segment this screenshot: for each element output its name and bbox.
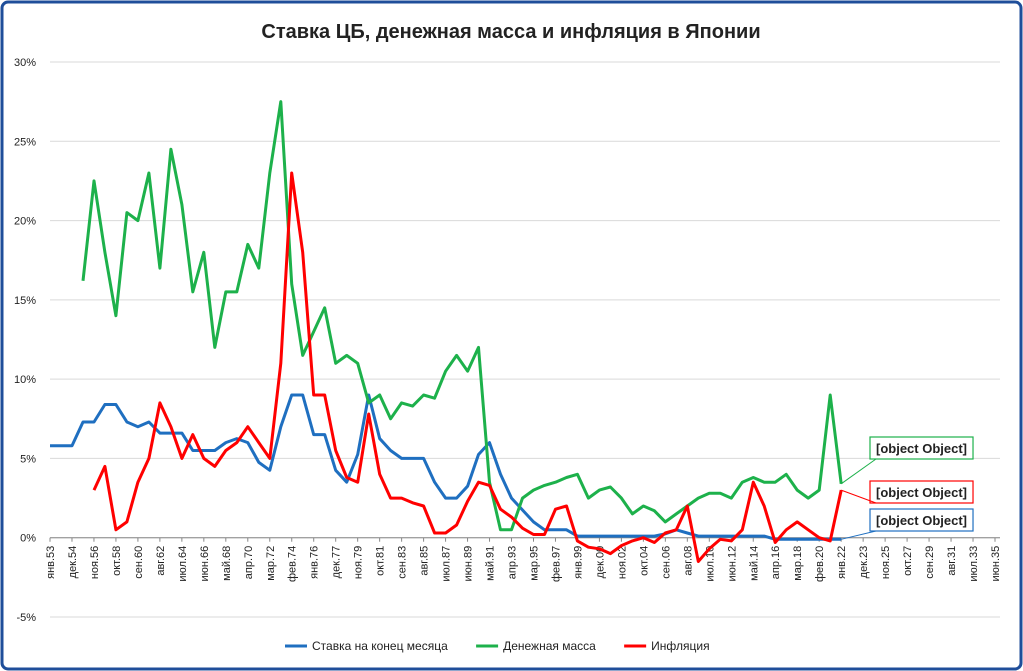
y-tick-label: 20% bbox=[14, 216, 36, 228]
chart-title: Ставка ЦБ, денежная масса и инфляция в Я… bbox=[261, 21, 760, 43]
y-tick-label: 30% bbox=[14, 57, 36, 69]
x-tick-label: авг.85 bbox=[419, 546, 431, 576]
series-line bbox=[92, 171, 843, 563]
x-tick-label: ноя.25 bbox=[880, 546, 892, 579]
x-tick-label: ноя.56 bbox=[89, 546, 101, 579]
x-tick-label: сен.83 bbox=[397, 546, 409, 579]
legend-label: Инфляция bbox=[651, 639, 709, 653]
x-tick-label: ноя.02 bbox=[616, 546, 628, 579]
x-tick-label: дек.23 bbox=[858, 546, 870, 579]
x-tick-label: фев.97 bbox=[550, 546, 562, 582]
annotation-text: [object Object] bbox=[876, 441, 967, 456]
x-tick-label: янв.53 bbox=[45, 546, 57, 579]
annotation: [object Object] bbox=[841, 508, 974, 540]
x-tick-label: май.91 bbox=[485, 546, 497, 581]
x-tick-label: июл.87 bbox=[441, 546, 453, 582]
y-tick-label: 5% bbox=[20, 453, 36, 465]
x-tick-label: авг.08 bbox=[682, 546, 694, 576]
x-tick-label: окт.04 bbox=[638, 546, 650, 576]
x-tick-label: июл.33 bbox=[968, 546, 980, 582]
series-line bbox=[81, 100, 843, 532]
annotation-text: [object Object] bbox=[876, 513, 967, 528]
x-tick-label: янв.76 bbox=[309, 546, 321, 579]
x-tick-label: авг.62 bbox=[155, 546, 167, 576]
y-tick-label: 10% bbox=[14, 374, 36, 386]
x-tick-label: июн.89 bbox=[463, 546, 475, 582]
x-tick-label: фев.74 bbox=[287, 546, 299, 582]
x-tick-label: апр.93 bbox=[507, 546, 519, 579]
x-tick-label: июн.35 bbox=[990, 546, 1002, 582]
annotation-box bbox=[869, 480, 974, 504]
annotation-leader bbox=[840, 489, 877, 504]
x-tick-label: дек.77 bbox=[331, 546, 343, 579]
annotation-leader bbox=[840, 458, 877, 485]
y-tick-label: 25% bbox=[14, 136, 36, 148]
annotation-box bbox=[869, 436, 974, 460]
legend-label: Денежная масса bbox=[503, 639, 596, 653]
annotation-text: [object Object] bbox=[876, 485, 967, 500]
x-tick-label: дек.54 bbox=[67, 546, 79, 579]
x-tick-label: мар.18 bbox=[792, 546, 804, 581]
x-tick-label: сен.29 bbox=[924, 546, 936, 579]
x-tick-label: май.14 bbox=[748, 546, 760, 581]
legend-label: Ставка на конец месяца bbox=[312, 639, 448, 653]
x-tick-label: мар.72 bbox=[265, 546, 277, 581]
x-tick-label: окт.58 bbox=[111, 546, 123, 576]
x-tick-label: окт.27 bbox=[902, 546, 914, 576]
x-tick-label: ноя.79 bbox=[353, 546, 365, 579]
y-tick-label: 15% bbox=[14, 295, 36, 307]
x-tick-label: дек.00 bbox=[594, 546, 606, 579]
x-tick-label: июл.10 bbox=[704, 546, 716, 582]
annotation-leader bbox=[841, 530, 877, 540]
y-tick-label: -5% bbox=[16, 612, 36, 624]
x-tick-label: окт.81 bbox=[375, 546, 387, 576]
x-tick-label: июн.12 bbox=[726, 546, 738, 582]
x-tick-label: янв.99 bbox=[572, 546, 584, 579]
x-tick-label: сен.60 bbox=[133, 546, 145, 579]
annotation: [object Object] bbox=[840, 480, 974, 504]
x-tick-label: авг.31 bbox=[946, 546, 958, 576]
x-tick-label: апр.16 bbox=[770, 546, 782, 579]
x-tick-label: фев.20 bbox=[814, 546, 826, 582]
series-line bbox=[50, 393, 842, 541]
x-tick-label: июл.64 bbox=[177, 546, 189, 582]
annotation: [object Object] bbox=[840, 436, 974, 485]
x-tick-label: июн.66 bbox=[199, 546, 211, 582]
x-tick-label: мар.95 bbox=[528, 546, 540, 581]
y-tick-label: 0% bbox=[20, 533, 36, 545]
x-tick-label: май.68 bbox=[221, 546, 233, 581]
annotation-box bbox=[869, 508, 974, 532]
x-tick-label: сен.06 bbox=[660, 546, 672, 579]
x-tick-label: апр.70 bbox=[243, 546, 255, 579]
x-tick-label: янв.22 bbox=[836, 546, 848, 579]
